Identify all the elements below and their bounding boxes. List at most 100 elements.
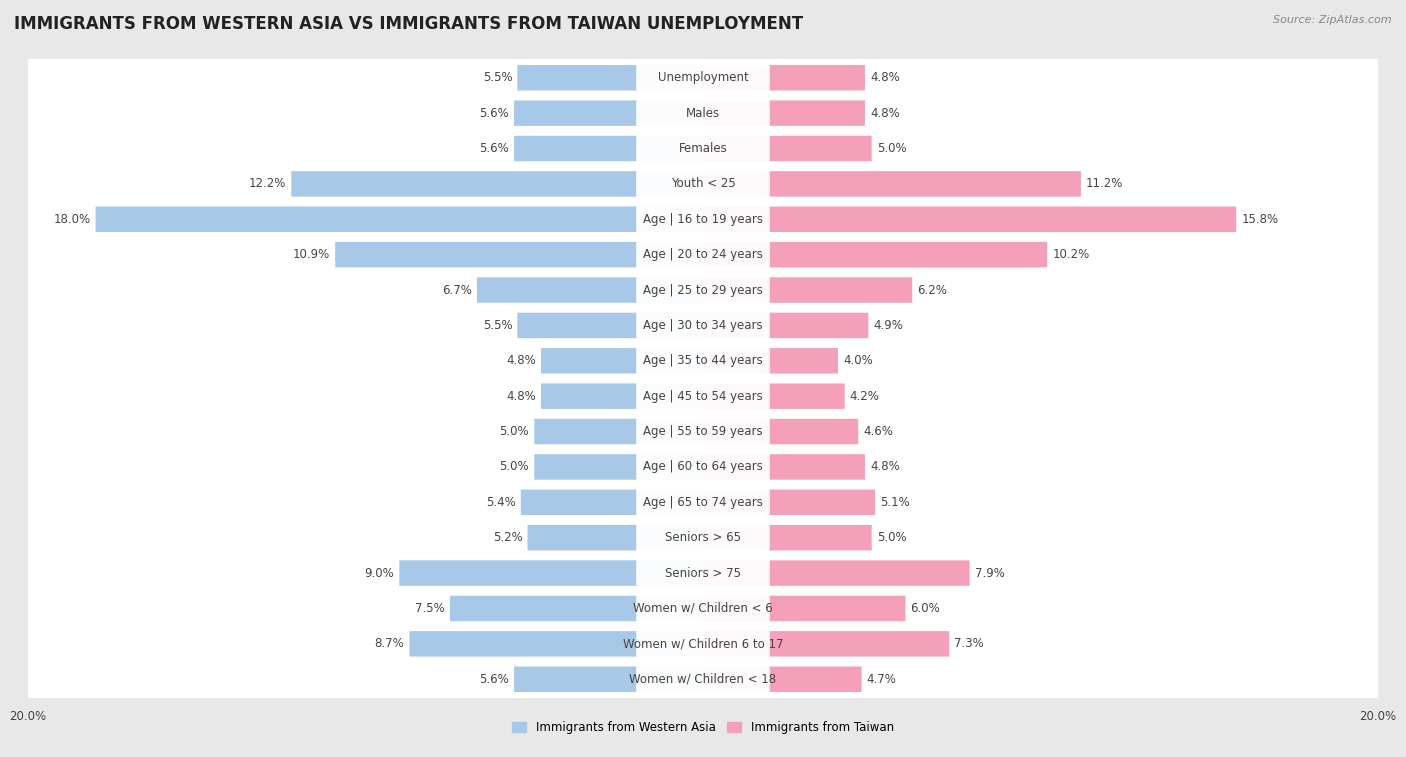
- FancyBboxPatch shape: [27, 413, 1379, 450]
- FancyBboxPatch shape: [541, 384, 703, 409]
- Text: Age | 30 to 34 years: Age | 30 to 34 years: [643, 319, 763, 332]
- FancyBboxPatch shape: [27, 378, 1379, 415]
- Text: 5.1%: 5.1%: [880, 496, 910, 509]
- Text: 15.8%: 15.8%: [1241, 213, 1278, 226]
- FancyBboxPatch shape: [703, 136, 872, 161]
- FancyBboxPatch shape: [27, 519, 1379, 556]
- FancyBboxPatch shape: [636, 64, 770, 92]
- FancyBboxPatch shape: [96, 207, 703, 232]
- Text: 4.8%: 4.8%: [506, 354, 536, 367]
- FancyBboxPatch shape: [27, 448, 1379, 486]
- Text: 5.0%: 5.0%: [877, 142, 907, 155]
- Text: 4.8%: 4.8%: [870, 71, 900, 84]
- Text: 5.0%: 5.0%: [877, 531, 907, 544]
- FancyBboxPatch shape: [703, 65, 865, 91]
- Text: Age | 65 to 74 years: Age | 65 to 74 years: [643, 496, 763, 509]
- FancyBboxPatch shape: [636, 630, 770, 658]
- FancyBboxPatch shape: [335, 242, 703, 267]
- FancyBboxPatch shape: [703, 277, 912, 303]
- FancyBboxPatch shape: [703, 454, 865, 480]
- FancyBboxPatch shape: [636, 347, 770, 375]
- FancyBboxPatch shape: [636, 488, 770, 516]
- FancyBboxPatch shape: [534, 419, 703, 444]
- Text: 12.2%: 12.2%: [249, 177, 287, 191]
- FancyBboxPatch shape: [399, 560, 703, 586]
- FancyBboxPatch shape: [477, 277, 703, 303]
- Text: 4.9%: 4.9%: [873, 319, 903, 332]
- FancyBboxPatch shape: [517, 313, 703, 338]
- Text: 4.8%: 4.8%: [506, 390, 536, 403]
- Text: 6.2%: 6.2%: [917, 284, 948, 297]
- FancyBboxPatch shape: [27, 165, 1379, 203]
- FancyBboxPatch shape: [636, 276, 770, 304]
- FancyBboxPatch shape: [703, 242, 1047, 267]
- FancyBboxPatch shape: [636, 453, 770, 481]
- FancyBboxPatch shape: [636, 524, 770, 552]
- FancyBboxPatch shape: [27, 342, 1379, 379]
- Text: Unemployment: Unemployment: [658, 71, 748, 84]
- Text: 10.9%: 10.9%: [292, 248, 330, 261]
- FancyBboxPatch shape: [703, 666, 862, 692]
- Text: Age | 25 to 29 years: Age | 25 to 29 years: [643, 284, 763, 297]
- Text: Age | 35 to 44 years: Age | 35 to 44 years: [643, 354, 763, 367]
- FancyBboxPatch shape: [636, 134, 770, 163]
- FancyBboxPatch shape: [636, 417, 770, 446]
- FancyBboxPatch shape: [27, 271, 1379, 309]
- Text: 5.6%: 5.6%: [479, 107, 509, 120]
- FancyBboxPatch shape: [703, 171, 1081, 197]
- FancyBboxPatch shape: [703, 348, 838, 373]
- FancyBboxPatch shape: [636, 382, 770, 410]
- FancyBboxPatch shape: [27, 661, 1379, 698]
- FancyBboxPatch shape: [27, 554, 1379, 592]
- Text: 4.8%: 4.8%: [870, 107, 900, 120]
- FancyBboxPatch shape: [520, 490, 703, 515]
- Text: 5.6%: 5.6%: [479, 142, 509, 155]
- Text: 5.6%: 5.6%: [479, 673, 509, 686]
- Text: 5.5%: 5.5%: [482, 319, 512, 332]
- Text: 18.0%: 18.0%: [53, 213, 90, 226]
- FancyBboxPatch shape: [527, 525, 703, 550]
- FancyBboxPatch shape: [515, 666, 703, 692]
- FancyBboxPatch shape: [27, 590, 1379, 628]
- Text: 10.2%: 10.2%: [1052, 248, 1090, 261]
- Text: Age | 60 to 64 years: Age | 60 to 64 years: [643, 460, 763, 473]
- Text: Males: Males: [686, 107, 720, 120]
- Text: 5.0%: 5.0%: [499, 460, 529, 473]
- Text: 7.9%: 7.9%: [974, 566, 1004, 580]
- FancyBboxPatch shape: [515, 136, 703, 161]
- FancyBboxPatch shape: [703, 631, 949, 656]
- Text: 8.7%: 8.7%: [374, 637, 405, 650]
- Text: Women w/ Children 6 to 17: Women w/ Children 6 to 17: [623, 637, 783, 650]
- Text: Seniors > 65: Seniors > 65: [665, 531, 741, 544]
- FancyBboxPatch shape: [27, 625, 1379, 662]
- FancyBboxPatch shape: [636, 594, 770, 622]
- Legend: Immigrants from Western Asia, Immigrants from Taiwan: Immigrants from Western Asia, Immigrants…: [512, 721, 894, 734]
- Text: Youth < 25: Youth < 25: [671, 177, 735, 191]
- FancyBboxPatch shape: [636, 665, 770, 693]
- FancyBboxPatch shape: [703, 560, 970, 586]
- FancyBboxPatch shape: [703, 525, 872, 550]
- FancyBboxPatch shape: [409, 631, 703, 656]
- FancyBboxPatch shape: [27, 59, 1379, 96]
- FancyBboxPatch shape: [636, 99, 770, 127]
- FancyBboxPatch shape: [703, 384, 845, 409]
- Text: Source: ZipAtlas.com: Source: ZipAtlas.com: [1274, 15, 1392, 25]
- FancyBboxPatch shape: [27, 129, 1379, 167]
- Text: Age | 55 to 59 years: Age | 55 to 59 years: [643, 425, 763, 438]
- FancyBboxPatch shape: [291, 171, 703, 197]
- FancyBboxPatch shape: [27, 201, 1379, 238]
- FancyBboxPatch shape: [27, 307, 1379, 344]
- FancyBboxPatch shape: [541, 348, 703, 373]
- Text: 4.2%: 4.2%: [849, 390, 880, 403]
- Text: Females: Females: [679, 142, 727, 155]
- FancyBboxPatch shape: [27, 484, 1379, 521]
- FancyBboxPatch shape: [703, 101, 865, 126]
- Text: 6.0%: 6.0%: [911, 602, 941, 615]
- FancyBboxPatch shape: [703, 419, 858, 444]
- FancyBboxPatch shape: [636, 170, 770, 198]
- Text: Age | 45 to 54 years: Age | 45 to 54 years: [643, 390, 763, 403]
- Text: Age | 20 to 24 years: Age | 20 to 24 years: [643, 248, 763, 261]
- Text: 4.7%: 4.7%: [866, 673, 897, 686]
- FancyBboxPatch shape: [534, 454, 703, 480]
- Text: 7.5%: 7.5%: [415, 602, 444, 615]
